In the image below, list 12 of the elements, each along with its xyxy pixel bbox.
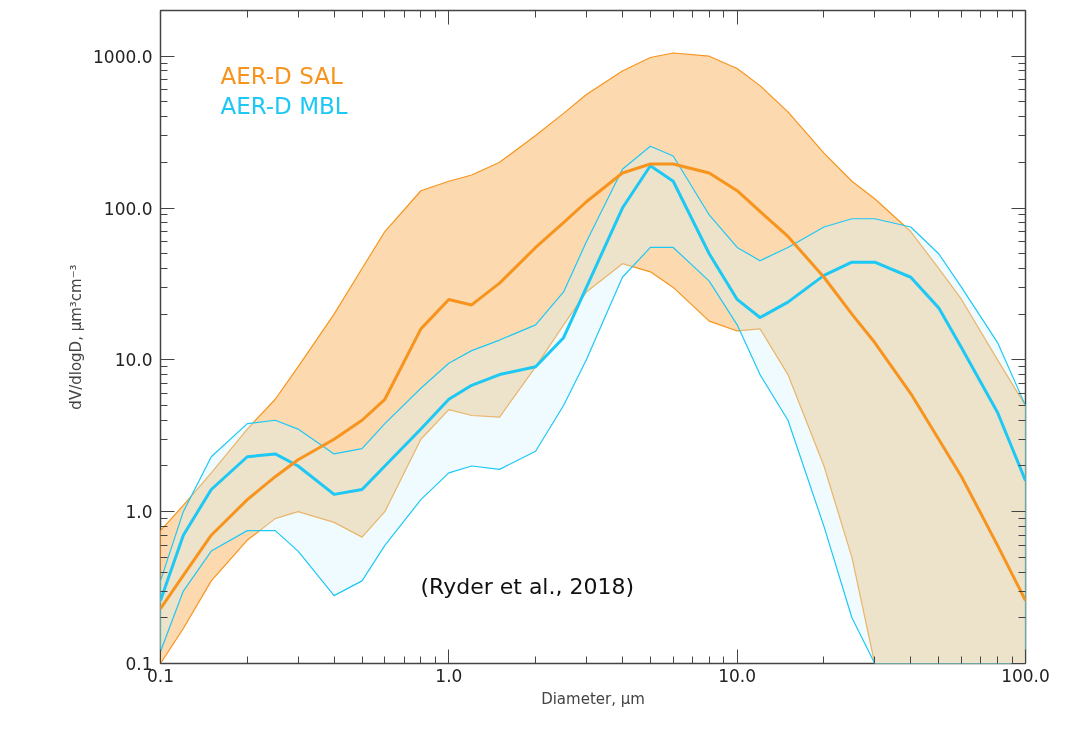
x-tick-label: 10.0 <box>718 665 757 686</box>
y-tick-label: 1000.0 <box>93 46 153 67</box>
x-tick-label: 1.0 <box>435 665 463 686</box>
y-tick-label: 100.0 <box>103 198 153 219</box>
y-tick-label: 10.0 <box>114 350 153 371</box>
x-axis-title: Diameter, μm <box>541 689 645 708</box>
y-tick-label: 1.0 <box>125 502 153 523</box>
annotation: (Ryder et al., 2018) <box>420 573 635 599</box>
text: AER-D SAL <box>220 62 343 89</box>
x-tick-label: 100.0 <box>1001 665 1050 686</box>
y-axis-title: dV/dlogD, μm³cm⁻³ <box>67 264 86 410</box>
text: AER-D MBL <box>220 92 348 119</box>
